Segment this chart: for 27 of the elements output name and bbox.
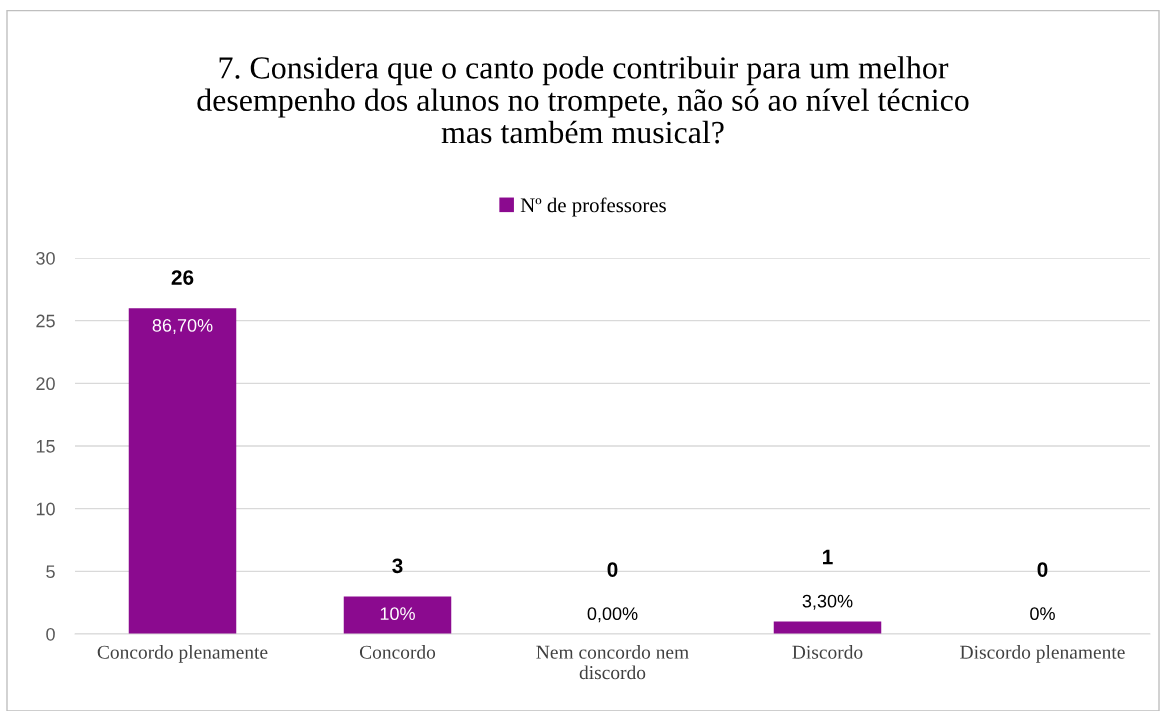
data-label: 3 [392, 558, 403, 574]
legend-label: Nº de professores [520, 197, 666, 217]
bar [773, 621, 882, 634]
data-label: 1 [823, 549, 833, 565]
y-tick-label: 15 [36, 440, 55, 453]
bar [343, 596, 452, 634]
x-tick-label: Discordo [792, 645, 863, 659]
data-label: 26 [171, 270, 194, 285]
x-tick-label: Concordo plenamente [97, 645, 268, 663]
annotation: 86,70% [152, 318, 213, 334]
data-label: 0 [1037, 562, 1048, 577]
y-tick-label: 10 [36, 502, 55, 516]
y-tick-label: 5 [46, 565, 55, 579]
annotation: 0,00% [587, 607, 638, 623]
annotation: 10% [380, 607, 415, 621]
y-tick-label: 0 [46, 627, 55, 641]
annotation: 3,30% [802, 594, 853, 610]
bar [128, 308, 237, 634]
x-tick-label: Concordo [359, 645, 436, 659]
x-tick-label: Nem concordo nem discordo [536, 645, 689, 680]
x-tick-label: Discordo plenamente [960, 645, 1125, 663]
data-label: 0 [607, 562, 618, 577]
y-tick-label: 25 [36, 314, 55, 328]
y-tick-label: 20 [36, 377, 55, 391]
chart-title: 7. Considera que o canto pode contribuir para um melhor desempenho dos alunos no trompete, não só ao nível técnico mas também musical? [197, 56, 969, 144]
annotation: 0% [1030, 607, 1055, 621]
y-tick-label: 30 [36, 251, 55, 265]
